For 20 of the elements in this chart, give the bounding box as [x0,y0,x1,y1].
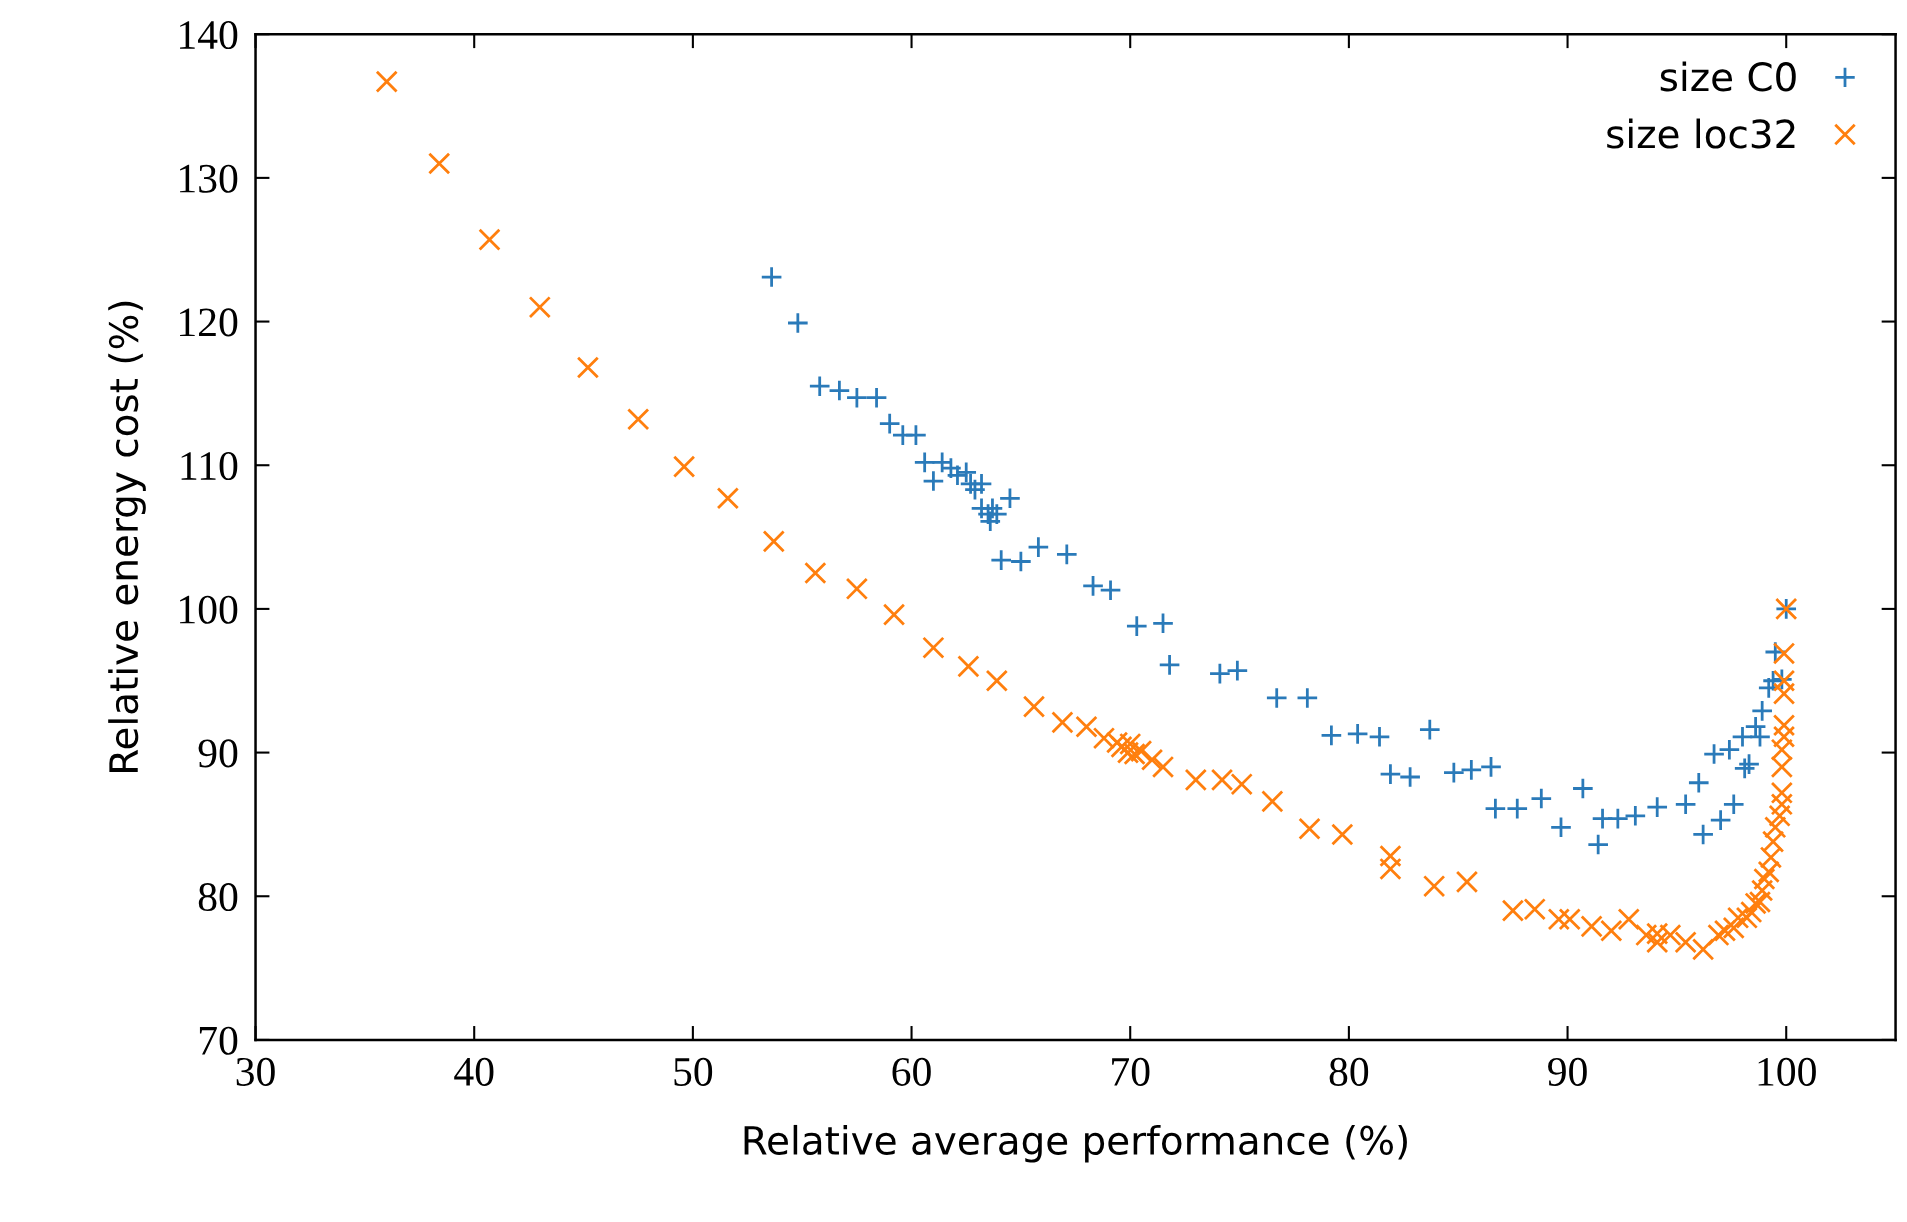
x-tick-label: 90 [1548,1057,1587,1086]
y-tick-label: 70 [199,1026,238,1055]
y-tick-label: 80 [198,883,238,912]
y-tick-label: 110 [181,451,238,481]
y-tick-label: 140 [180,20,238,50]
y-axis-title: Relative energy cost (%) [108,301,146,772]
x-tick-label: 30 [236,1057,275,1086]
x-tick-label: 70 [1112,1057,1150,1086]
x-tick-label: 60 [892,1057,931,1086]
x-tick-label: 100 [1758,1057,1816,1086]
legend-label: size C0 [1660,61,1796,92]
x-axis-title: Relative average performance (%) [744,1124,1407,1163]
x-tick-label: 80 [1329,1057,1369,1086]
x-tick-label: 40 [454,1057,494,1086]
x-tick-label: 50 [674,1057,713,1086]
y-tick-label: 120 [180,308,238,337]
y-tick-label: 90 [198,739,238,768]
legend-label: size loc32 [1607,118,1795,149]
y-tick-label: 100 [180,595,238,624]
y-tick-label: 130 [180,164,238,193]
